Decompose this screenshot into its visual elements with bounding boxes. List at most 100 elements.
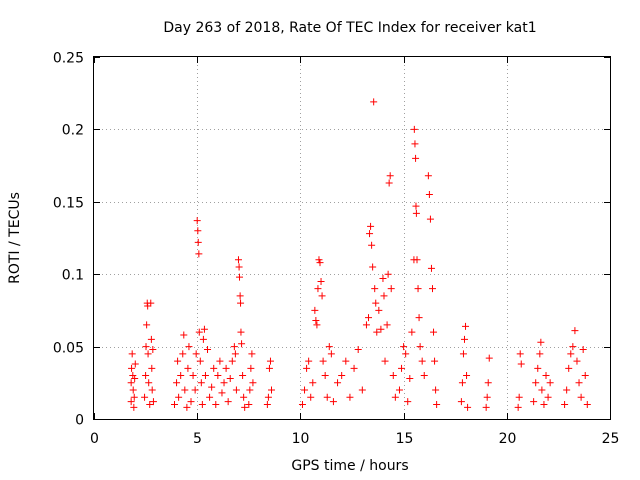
data-point [424,172,432,180]
data-point [212,401,220,409]
data-point [413,256,421,264]
data-point [228,357,236,365]
data-point [534,364,542,372]
data-point [404,398,412,406]
data-point [198,401,206,409]
data-point [573,357,581,365]
data-point [184,364,192,372]
x-tick-label: 20 [499,431,517,447]
x-tick-label: 10 [292,431,310,447]
data-point [338,372,346,380]
data-point [179,350,187,358]
x-tick-label: 0 [90,431,99,447]
data-point [147,299,155,307]
data-point [323,393,331,401]
data-point [204,345,212,353]
data-point [391,393,399,401]
y-tick-label: 0.1 [62,268,84,284]
data-point [460,335,468,343]
axis-ticks: 0 5 10 15 20 25 0 0.05 0.1 0.15 0.2 0.25 [53,51,620,448]
data-point [317,277,325,285]
data-point [538,386,546,394]
data-point [395,386,403,394]
data-point [130,393,138,401]
data-point [301,386,309,394]
y-tick-label: 0.25 [53,51,84,67]
data-point [142,372,150,380]
data-point [463,372,471,380]
data-point [412,209,420,217]
data-point [183,403,191,411]
data-point [420,372,428,380]
data-point [144,350,152,358]
data-point [408,328,416,336]
data-point [319,357,327,365]
data-point [544,393,552,401]
data-point [192,350,200,358]
data-point [311,306,319,314]
data-point [406,374,414,382]
data-point [567,350,575,358]
data-point [146,401,154,409]
data-point [191,386,199,394]
x-tick-label: 25 [602,431,620,447]
data-point [367,222,375,230]
data-point [149,398,157,406]
data-point [315,256,323,264]
data-point [432,386,440,394]
data-point [131,360,139,368]
data-point [131,374,139,382]
data-point [127,379,135,387]
data-point [144,302,152,310]
y-tick-label: 0.2 [62,123,84,139]
y-axis-label: ROTI / TECUs [7,192,23,284]
data-point [307,393,315,401]
data-points [127,98,591,411]
data-point [199,335,207,343]
data-point [214,372,222,380]
data-point [431,357,439,365]
data-point [571,327,579,335]
data-point [318,292,326,300]
plot-frame [93,56,611,420]
data-point [369,263,377,271]
data-point [458,379,466,387]
data-point [170,401,178,409]
data-point [400,343,408,351]
x-tick-label: 15 [396,431,414,447]
data-point [200,325,208,333]
data-point [147,335,155,343]
data-point [581,372,589,380]
data-point [173,379,181,387]
data-point [383,321,391,329]
data-point [185,343,193,351]
data-point [350,364,358,372]
data-point [127,398,135,406]
data-point [128,350,136,358]
data-point [128,364,136,372]
data-point [372,299,380,307]
data-point [181,386,189,394]
data-point [234,256,242,264]
data-point [236,273,244,281]
data-point [129,386,137,394]
data-point [309,379,317,387]
data-point [208,383,216,391]
data-point [249,379,257,387]
data-point [195,328,203,336]
data-point [149,345,157,353]
grid-lines [94,57,610,419]
data-point [237,299,245,307]
y-tick-label: 0 [75,413,84,429]
data-point [377,325,385,333]
data-point [218,389,226,397]
data-point [130,403,138,411]
data-point [235,263,243,271]
data-point [384,270,392,278]
data-point [362,321,370,329]
data-point [412,202,420,210]
data-point [430,328,438,336]
data-point [398,364,406,372]
data-point [546,379,554,387]
data-point [230,343,238,351]
